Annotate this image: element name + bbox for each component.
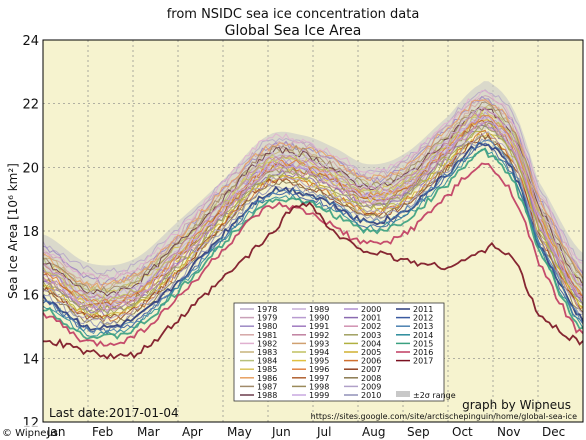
series-line-1982 <box>42 90 584 281</box>
x-tick-label: Apr <box>182 425 203 439</box>
legend-label-2012: 2012 <box>413 314 433 323</box>
legend-label-2003: 2003 <box>361 331 381 340</box>
series-line-2008 <box>42 134 584 325</box>
x-tick-label: Feb <box>92 425 113 439</box>
series-line-2000 <box>42 121 584 313</box>
x-tick-label: Nov <box>497 425 520 439</box>
x-tick-label: Jan <box>46 425 66 439</box>
legend-label-2016: 2016 <box>413 348 433 357</box>
legend-label-1978: 1978 <box>257 305 277 314</box>
legend-label-2001: 2001 <box>361 314 381 323</box>
series-line-1987 <box>42 101 584 294</box>
series-line-1999 <box>42 116 584 308</box>
legend-label-1982: 1982 <box>257 339 277 348</box>
legend-label-1992: 1992 <box>309 331 329 340</box>
watermark-bg <box>0 425 44 440</box>
series-line-2016 <box>42 162 584 348</box>
x-tick-label: Jul <box>316 425 331 439</box>
legend-label-2014: 2014 <box>413 331 433 340</box>
legend-label-sigma: ±2σ range <box>413 391 456 400</box>
legend-label-2000: 2000 <box>361 305 381 314</box>
x-tick-label: Mar <box>137 425 160 439</box>
legend-label-1994: 1994 <box>309 348 329 357</box>
y-axis-label: Sea Ice Area [10⁶ km²] <box>6 163 20 299</box>
series-line-2009 <box>42 131 584 321</box>
legend-label-2006: 2006 <box>361 357 381 366</box>
y-tick-label: 24 <box>22 34 39 49</box>
x-tick-label: Dec <box>542 425 565 439</box>
legend-label-1987: 1987 <box>257 382 277 391</box>
chart-subtitle: from NSIDC sea ice concentration data <box>167 7 420 22</box>
legend-label-1981: 1981 <box>257 331 277 340</box>
legend-label-1990: 1990 <box>309 314 329 323</box>
series-line-1980 <box>42 95 584 286</box>
series-line-1983 <box>42 104 584 291</box>
legend-label-1985: 1985 <box>257 365 277 374</box>
last-date-annotation: Last date:2017-01-04 <box>49 406 179 420</box>
y-tick-label: 14 <box>22 352 39 367</box>
legend-label-1993: 1993 <box>309 339 329 348</box>
series-line-1978 <box>42 89 584 275</box>
legend-label-2008: 2008 <box>361 374 381 383</box>
plot-frame <box>42 39 584 423</box>
legend-label-2011: 2011 <box>413 305 433 314</box>
legend-label-2010: 2010 <box>361 391 381 400</box>
legend-swatch-sigma <box>396 391 410 397</box>
chart-title: Global Sea Ice Area <box>225 23 362 39</box>
series-line-1996 <box>42 115 584 307</box>
y-tick-label: 16 <box>22 289 39 304</box>
x-axis-ticks: Jan Feb Mar Apr May Jun Jul Aug Sep Oct Nov Dec <box>46 425 565 439</box>
legend-label-2009: 2009 <box>361 382 381 391</box>
legend-label-2007: 2007 <box>361 365 381 374</box>
series-line-1992 <box>42 107 584 301</box>
x-tick-label: Sep <box>407 425 430 439</box>
x-tick-label: May <box>227 425 252 439</box>
legend-label-1984: 1984 <box>257 357 277 366</box>
series-line-2013 <box>42 139 584 335</box>
series-line-2014 <box>42 147 584 337</box>
source-url: https://sites.google.com/site/arctischep… <box>311 412 577 421</box>
legend-label-1996: 1996 <box>309 365 329 374</box>
legend-label-1997: 1997 <box>309 374 329 383</box>
legend-label-1989: 1989 <box>309 305 329 314</box>
series-line-2015 <box>42 148 584 340</box>
legend-label-2015: 2015 <box>413 339 433 348</box>
legend-label-2013: 2013 <box>413 322 433 331</box>
series-line-1998 <box>42 122 584 313</box>
legend-label-2017: 2017 <box>413 357 433 366</box>
x-tick-label: Oct <box>452 425 473 439</box>
legend-label-2005: 2005 <box>361 348 381 357</box>
watermark: © Wipneus <box>2 428 58 439</box>
y-tick-label: 22 <box>22 98 39 113</box>
legend-label-2002: 2002 <box>361 322 381 331</box>
series-line-1986 <box>42 99 584 291</box>
legend-label-1991: 1991 <box>309 322 329 331</box>
legend-label-2004: 2004 <box>361 339 381 348</box>
x-tick-label: Jun <box>271 425 291 439</box>
legend-label-1979: 1979 <box>257 314 277 323</box>
y-tick-label: 20 <box>22 161 39 176</box>
legend-label-1998: 1998 <box>309 382 329 391</box>
legend-label-1995: 1995 <box>309 357 329 366</box>
series-lines <box>42 89 584 360</box>
legend-label-1986: 1986 <box>257 374 277 383</box>
graph-credit: graph by Wipneus <box>462 398 571 412</box>
legend-label-1983: 1983 <box>257 348 277 357</box>
series-line-2017 <box>42 201 584 360</box>
legend: 1978197919801981198219831984198519861987… <box>233 302 456 402</box>
x-tick-label: Aug <box>362 425 385 439</box>
legend-label-1988: 1988 <box>257 391 277 400</box>
legend-label-1980: 1980 <box>257 322 277 331</box>
y-tick-label: 18 <box>22 225 39 240</box>
legend-label-1999: 1999 <box>309 391 329 400</box>
series-line-1985 <box>42 106 584 297</box>
